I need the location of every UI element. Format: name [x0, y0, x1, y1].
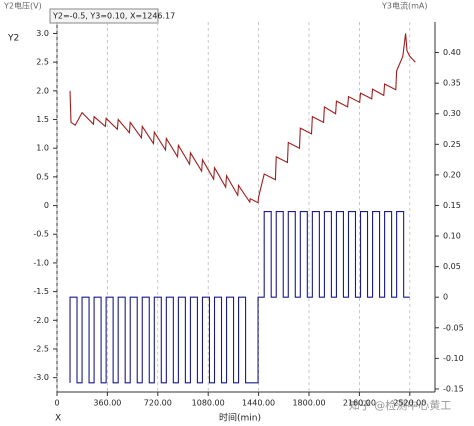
y-tick-label: -0.5 [33, 230, 49, 239]
y-tick-label: 3.0 [36, 29, 49, 38]
y2-tick-label: -0.05 [443, 323, 464, 332]
x-tick-label: 1800.00 [292, 399, 325, 408]
y-tick-label: 2.5 [36, 58, 49, 67]
x-tick-label: 1080.00 [192, 399, 225, 408]
y-tick-label: 0.5 [36, 172, 49, 181]
x-tick-label: 360.00 [93, 399, 121, 408]
watermark: 知乎 @检测中心黄工 [349, 398, 452, 412]
y-tick-label: -2.5 [33, 344, 49, 353]
x-tick-label: 2160.00 [343, 399, 376, 408]
y-tick-label: -2.0 [33, 316, 49, 325]
y-tick-label: 1.5 [36, 115, 49, 124]
y2-tick-label: 0.35 [443, 79, 461, 88]
y2-tick-label: 0.20 [443, 170, 461, 179]
y-tick-label: -1.0 [33, 258, 49, 267]
y-axis-name: Y2 [7, 34, 19, 44]
readout-box [49, 8, 159, 24]
y2-axis-title: Y3电流(mA) [381, 1, 427, 11]
y2-tick-label: 0.05 [443, 262, 461, 271]
x-tick-label: 0 [54, 399, 59, 408]
y2-tick-label: -0.15 [443, 384, 464, 393]
y2-tick-label: 0.25 [443, 140, 461, 149]
x-tick-label: 720.00 [144, 399, 172, 408]
y2-tick-label: 0 [443, 293, 448, 302]
series-line [69, 33, 416, 204]
readout: Y2=-0.5, Y3=0.10, X=1246.17 [52, 12, 175, 21]
y2-tick-label: 0.40 [443, 48, 461, 57]
y-tick-label: 0 [44, 201, 49, 210]
y-axis-title: Y2电压(V) [3, 1, 42, 11]
y2-tick-label: 0.30 [443, 109, 461, 118]
x-tick-label: 2520.00 [393, 399, 426, 408]
y-tick-label: -3.0 [33, 373, 49, 382]
y2-tick-label: -0.10 [443, 354, 464, 363]
y-tick-label: 1.0 [36, 144, 49, 153]
y2-tick-label: 0.10 [443, 232, 461, 241]
series-line [69, 211, 410, 384]
x-tick-label: 1440.00 [242, 399, 275, 408]
x-axis-name: X [55, 414, 61, 424]
y-tick-label: 2.0 [36, 86, 49, 95]
y2-tick-label: 0.15 [443, 201, 461, 210]
x-axis-title: 时间(min) [219, 412, 261, 424]
y-tick-label: -1.5 [33, 287, 49, 296]
